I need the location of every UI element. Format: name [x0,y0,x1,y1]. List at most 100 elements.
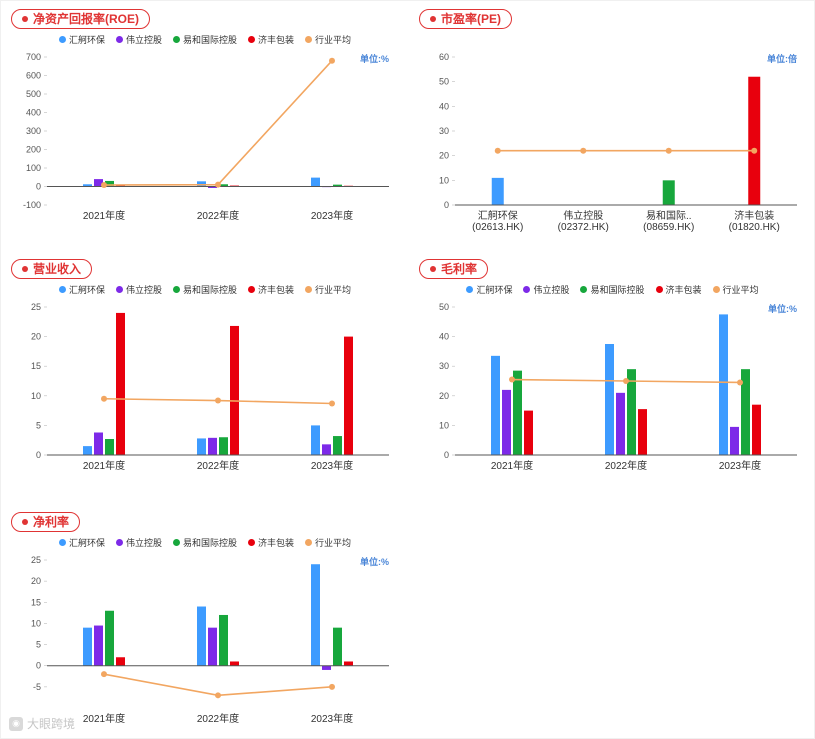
legend-item[interactable]: 汇舸环保 [58,33,105,46]
legend-dot-icon [172,538,180,546]
x-axis-label: 2021年度 [491,459,533,472]
bar [719,314,728,455]
bar [311,177,320,187]
x-axis-label: 2021年度 [83,712,125,725]
x-axis-label: 易和国际.. (08659.HK) [643,210,694,233]
unit-label: 单位:% [360,53,389,64]
line-point [101,671,107,678]
line-point [494,147,501,154]
legend-item[interactable]: 行业平均 [305,536,351,549]
watermark-text: 大眼跨境 [27,717,76,731]
legend-item[interactable]: 易和国际控股 [172,283,237,296]
y-tick-label: 0 [36,661,41,671]
line-point [215,181,221,188]
legend-dot-icon [172,35,180,43]
legend-dot-icon [305,538,313,546]
watermark-logo-icon: ◉ [9,716,23,731]
legend-label: 行业平均 [722,284,759,295]
bar [662,180,675,205]
bar [344,336,353,455]
legend-item[interactable]: 伟立控股 [115,536,162,549]
line-point [665,147,672,154]
legend-item[interactable]: 伟立控股 [115,33,162,46]
legend-item[interactable]: 济丰包装 [655,283,702,296]
legend-item[interactable]: 汇舸环保 [466,283,512,296]
chart-plot: 60 50 40 30 20 10 0 汇舸环保(02613.HK) 伟立控股(02372.HK… [439,52,797,233]
bar [105,180,114,187]
chart-title: 净利率 [33,515,70,529]
line-point [580,147,587,154]
y-tick-label: 5 [36,640,41,650]
y-tick-label: 5 [36,420,41,430]
legend-label: 行业平均 [315,284,352,295]
y-tick-label: 20 [439,391,449,401]
legend-label: 伟立控股 [125,284,162,295]
line-point [329,683,335,690]
legend-item[interactable]: 济丰包装 [248,283,294,296]
chart-title: 市盈率(PE) [441,12,502,26]
legend-item[interactable]: 行业平均 [305,33,351,46]
legend-label: 济丰包装 [258,34,295,45]
legend-item[interactable]: 易和国际控股 [172,536,237,549]
x-axis-label: 2023年度 [311,209,353,222]
title-bullet-icon [22,266,28,272]
legend-item[interactable]: 行业平均 [712,283,759,296]
x-axis-label: 伟立控股(02372.HK) [558,209,609,233]
y-tick-label: 15 [31,597,41,607]
y-tick-label: 25 [31,555,41,565]
line-point [329,57,335,64]
y-tick-label: -5 [33,682,41,692]
legend-label: 易和国际控股 [590,284,645,295]
legend-dot-icon [115,285,123,293]
bar [752,404,761,455]
legend-item[interactable]: 伟立控股 [523,283,569,296]
x-axis-label: 2021年度 [83,459,125,472]
bar [502,389,511,455]
x-axis-label: 2023年度 [311,459,353,472]
y-tick-label: 20 [31,576,41,586]
title-bullet-icon [430,266,436,272]
y-tick-label: 10 [439,175,449,185]
legend-item[interactable]: 济丰包装 [248,536,294,549]
x-axis-label: 2023年度 [719,459,761,472]
bar [333,436,342,455]
unit-label: 单位:倍 [767,53,797,64]
legend-item[interactable]: 行业平均 [305,283,351,296]
legend-item[interactable]: 易和国际控股 [580,283,645,296]
y-tick-label: 40 [439,332,449,342]
chart-legend: 汇舸环保 伟立控股 易和国际控股 济丰包装 行业平均 [3,31,407,47]
legend-dot-icon [712,285,720,293]
bar [333,184,342,187]
legend-label: 行业平均 [315,34,352,45]
legend-label: 行业平均 [315,537,352,548]
legend-label: 伟立控股 [533,284,570,295]
legend-label: 济丰包装 [258,284,295,295]
bar [344,661,353,666]
y-tick-label: 100 [26,163,41,173]
line-point [215,397,221,404]
y-tick-label: 20 [439,151,449,161]
bar [94,432,103,455]
legend-item[interactable]: 易和国际控股 [172,33,237,46]
y-tick-label: 0 [444,200,449,210]
legend-label: 伟立控股 [125,537,162,548]
bar [219,437,228,455]
legend-item[interactable]: 汇舸环保 [58,536,105,549]
legend-dot-icon [305,285,313,293]
chart-legend: 汇舸环保 伟立控股 易和国际控股 济丰包装 行业平均 [3,281,407,297]
y-tick-label: 50 [439,302,449,312]
bar [219,184,228,187]
y-tick-label: 200 [26,145,41,155]
legend-item[interactable]: 济丰包装 [248,33,294,46]
chart-title: 净资产回报率(ROE) [33,12,139,26]
y-tick-label: 60 [439,52,449,62]
legend-item[interactable]: 伟立控股 [115,283,162,296]
x-axis-label: 2022年度 [197,459,239,472]
x-axis-label: 济丰包装(01820.HK) [729,209,780,233]
y-tick-label: 700 [26,52,41,62]
title-bullet-icon [22,519,28,525]
bar [105,610,114,666]
legend-item[interactable]: 汇舸环保 [58,283,105,296]
line-point [623,378,629,384]
